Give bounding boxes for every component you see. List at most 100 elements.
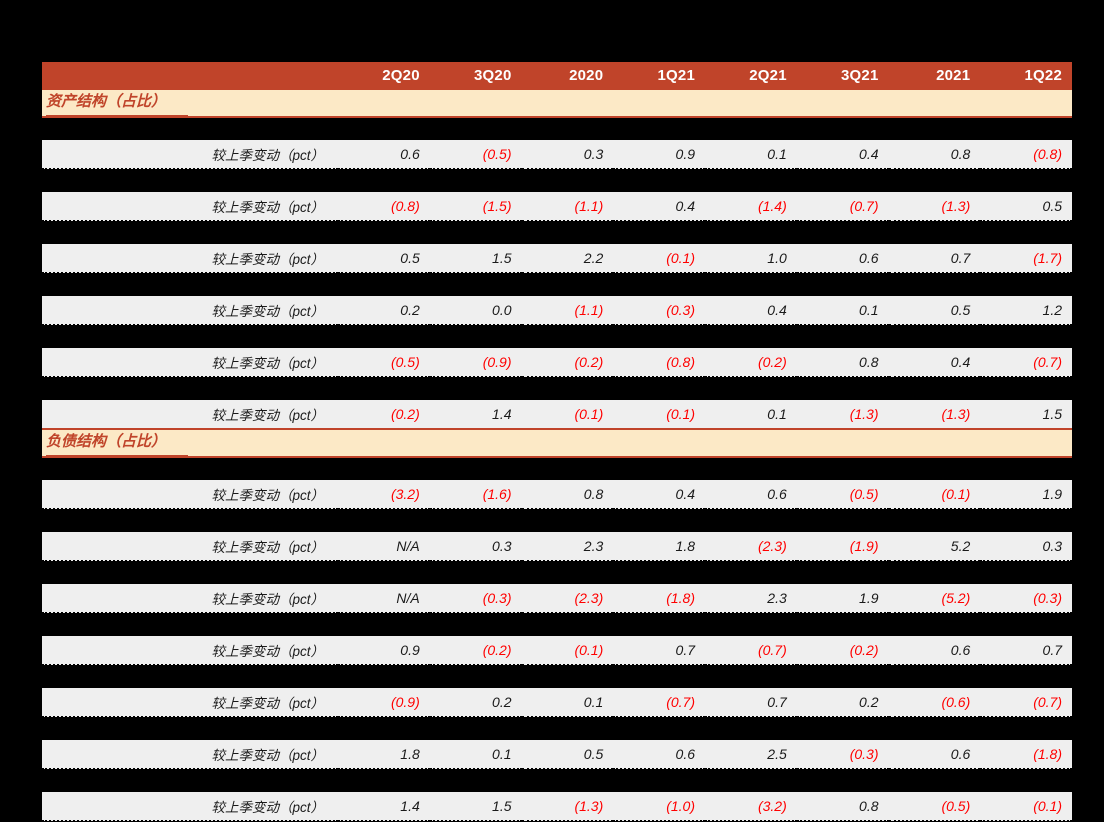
table-row: 较上季变动（pct） N/A (0.3) (2.3) (1.8) 2.3 1.9 (5.2)(…: [42, 584, 1072, 614]
cell-3Q21: (1.9): [796, 532, 889, 562]
section-header-cell: 资产结构（占比）: [42, 90, 1072, 118]
table-row: 较上季变动（pct） (3.2) (1.6) 0.8 0.4 0.6 (0.5) (0.1) 1…: [42, 480, 1072, 510]
header-cell-3Q21: 3Q21: [796, 62, 889, 90]
row-spacer-cell: [42, 665, 1072, 689]
cell-2021: 0.7: [888, 244, 981, 274]
row-label: 较上季变动（pct）: [42, 688, 338, 718]
cell-2021: (0.5): [888, 792, 981, 822]
row-spacer: [42, 273, 1072, 297]
row-label: 较上季变动（pct）: [42, 792, 338, 822]
row-spacer-cell: [42, 769, 1072, 793]
cell-2020: (0.1): [521, 400, 614, 430]
cell-2021: (1.3): [888, 400, 981, 430]
cell-2020: 0.8: [521, 480, 614, 510]
cell-2021: (0.6): [888, 688, 981, 718]
row-spacer-cell: [42, 717, 1072, 741]
header-cell-2021: 2021: [888, 62, 981, 90]
financial-table-container: 2Q20 3Q20 2020 1Q21 2Q21 3Q21 2021 1Q22 …: [42, 62, 1072, 822]
table-row: 较上季变动（pct） 0.2 0.0 (1.1) (0.3) 0.4 0.1 0.5 1.2: [42, 296, 1072, 326]
cell-2Q21: 0.1: [705, 400, 797, 430]
cell-2021: 0.8: [888, 140, 981, 170]
cell-2020: 0.1: [521, 688, 614, 718]
cell-3Q20: (1.6): [429, 480, 522, 510]
section-header-inner: 负债结构（占比）: [42, 430, 1072, 456]
cell-1Q22: (0.7): [980, 688, 1072, 718]
table-row: 较上季变动（pct） 1.8 0.1 0.5 0.6 2.5 (0.3) 0.6 (1.8): [42, 740, 1072, 770]
table-row: 较上季变动（pct） (0.9) 0.2 0.1 (0.7) 0.7 0.2 (0.6) (0.…: [42, 688, 1072, 718]
cell-1Q21: (1.0): [613, 792, 705, 822]
table-row: 较上季变动（pct） N/A 0.3 2.3 1.8 (2.3) (1.9) 5.2 0.3: [42, 532, 1072, 562]
cell-3Q21: 0.1: [796, 296, 889, 326]
cell-3Q21: (0.3): [796, 740, 889, 770]
cell-1Q22: (1.7): [980, 244, 1072, 274]
cell-3Q20: 1.5: [429, 792, 522, 822]
cell-1Q22: 1.9: [980, 480, 1072, 510]
cell-2Q20: 0.6: [338, 140, 430, 170]
cell-1Q21: 0.9: [613, 140, 705, 170]
cell-3Q20: (0.2): [429, 636, 522, 666]
cell-2Q20: 1.4: [338, 792, 430, 822]
header-cell-1Q22: 1Q22: [980, 62, 1072, 90]
row-label: 较上季变动（pct）: [42, 296, 338, 326]
table-row: 较上季变动（pct） (0.2) 1.4 (0.1) (0.1) 0.1 (1.3) (1.3…: [42, 400, 1072, 430]
cell-3Q20: 0.2: [429, 688, 522, 718]
cell-2021: 5.2: [888, 532, 981, 562]
cell-2Q20: 0.5: [338, 244, 430, 274]
cell-2Q21: 2.5: [705, 740, 797, 770]
row-spacer-cell: [42, 613, 1072, 637]
cell-2021: (1.3): [888, 192, 981, 222]
cell-2020: 2.3: [521, 532, 614, 562]
cell-3Q20: 0.0: [429, 296, 522, 326]
cell-2Q20: N/A: [338, 584, 430, 614]
financial-table: 2Q20 3Q20 2020 1Q21 2Q21 3Q21 2021 1Q22 …: [42, 62, 1072, 822]
cell-2Q21: (0.7): [705, 636, 797, 666]
table-head: 2Q20 3Q20 2020 1Q21 2Q21 3Q21 2021 1Q22: [42, 62, 1072, 90]
cell-1Q21: (1.8): [613, 584, 705, 614]
cell-2Q20: (0.2): [338, 400, 430, 430]
row-spacer: [42, 377, 1072, 401]
cell-2020: 2.2: [521, 244, 614, 274]
section-title: 负债结构（占比）: [46, 430, 189, 456]
row-spacer-cell: [42, 273, 1072, 297]
cell-3Q21: (1.3): [796, 400, 889, 430]
header-cell-2Q20: 2Q20: [338, 62, 430, 90]
cell-3Q20: 0.1: [429, 740, 522, 770]
cell-2Q20: (0.8): [338, 192, 430, 222]
row-spacer: [42, 509, 1072, 533]
cell-2020: 0.5: [521, 740, 614, 770]
header-cell-1Q21: 1Q21: [613, 62, 705, 90]
cell-1Q22: (0.7): [980, 348, 1072, 378]
cell-1Q22: (1.8): [980, 740, 1072, 770]
cell-1Q21: 0.4: [613, 192, 705, 222]
cell-3Q20: 0.3: [429, 532, 522, 562]
row-spacer-cell: [42, 561, 1072, 585]
cell-2Q21: (2.3): [705, 532, 797, 562]
row-spacer: [42, 561, 1072, 585]
cell-2Q21: 0.6: [705, 480, 797, 510]
section-title: 资产结构（占比）: [46, 90, 189, 116]
cell-2021: 0.5: [888, 296, 981, 326]
table-body: 资产结构（占比） 较上季变动（pct） 0.6 (0.5) 0.3 0.9 0.1 0.4 0.…: [42, 90, 1072, 822]
row-spacer-cell: [42, 457, 1072, 481]
cell-2021: 0.6: [888, 636, 981, 666]
row-label: 较上季变动（pct）: [42, 192, 338, 222]
row-spacer-cell: [42, 377, 1072, 401]
cell-3Q21: 0.2: [796, 688, 889, 718]
cell-2021: (5.2): [888, 584, 981, 614]
cell-3Q21: (0.7): [796, 192, 889, 222]
cell-2Q21: (0.2): [705, 348, 797, 378]
cell-3Q20: 1.5: [429, 244, 522, 274]
section-header-cell: 负债结构（占比）: [42, 428, 1072, 458]
row-label: 较上季变动（pct）: [42, 348, 338, 378]
cell-2Q21: (1.4): [705, 192, 797, 222]
row-label: 较上季变动（pct）: [42, 244, 338, 274]
row-label: 较上季变动（pct）: [42, 400, 338, 430]
cell-1Q21: 0.7: [613, 636, 705, 666]
cell-2020: (2.3): [521, 584, 614, 614]
row-label: 较上季变动（pct）: [42, 532, 338, 562]
row-label: 较上季变动（pct）: [42, 140, 338, 170]
cell-2Q20: 1.8: [338, 740, 430, 770]
cell-1Q22: (0.3): [980, 584, 1072, 614]
cell-3Q21: 0.8: [796, 792, 889, 822]
cell-1Q21: (0.7): [613, 688, 705, 718]
